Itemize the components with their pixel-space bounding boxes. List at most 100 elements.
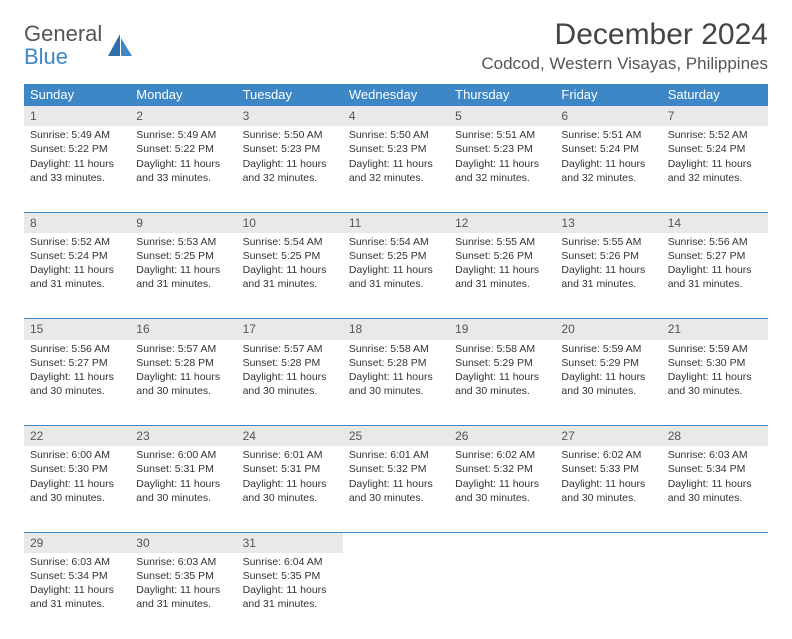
day-number-cell: 21 <box>662 319 768 340</box>
daylight-text: Daylight: 11 hours <box>243 157 337 171</box>
sunrise-text: Sunrise: 6:04 AM <box>243 555 337 569</box>
day-body-cell: Sunrise: 6:00 AMSunset: 5:31 PMDaylight:… <box>130 446 236 532</box>
daylight-text: and 30 minutes. <box>349 491 443 505</box>
weekday-header-row: Sunday Monday Tuesday Wednesday Thursday… <box>24 84 768 106</box>
daylight-text: Daylight: 11 hours <box>455 477 549 491</box>
day-body-cell: Sunrise: 5:49 AMSunset: 5:22 PMDaylight:… <box>130 126 236 212</box>
day-number-cell: 5 <box>449 106 555 127</box>
location-subtitle: Codcod, Western Visayas, Philippines <box>481 54 768 74</box>
day-number-cell: 29 <box>24 532 130 553</box>
sunset-text: Sunset: 5:33 PM <box>561 462 655 476</box>
day-number-row: 1234567 <box>24 106 768 127</box>
sunset-text: Sunset: 5:29 PM <box>455 356 549 370</box>
day-number-cell <box>343 532 449 553</box>
daylight-text: Daylight: 11 hours <box>243 477 337 491</box>
daylight-text: Daylight: 11 hours <box>136 157 230 171</box>
brand-line1: General <box>24 21 102 46</box>
sunrise-text: Sunrise: 6:00 AM <box>136 448 230 462</box>
daylight-text: Daylight: 11 hours <box>455 263 549 277</box>
sunset-text: Sunset: 5:34 PM <box>668 462 762 476</box>
sunset-text: Sunset: 5:26 PM <box>455 249 549 263</box>
day-body-cell: Sunrise: 6:03 AMSunset: 5:34 PMDaylight:… <box>24 553 130 639</box>
day-body-cell: Sunrise: 5:52 AMSunset: 5:24 PMDaylight:… <box>662 126 768 212</box>
day-body-cell: Sunrise: 5:56 AMSunset: 5:27 PMDaylight:… <box>24 340 130 426</box>
day-body-cell: Sunrise: 6:01 AMSunset: 5:31 PMDaylight:… <box>237 446 343 532</box>
sunrise-text: Sunrise: 5:55 AM <box>561 235 655 249</box>
day-body-cell: Sunrise: 5:50 AMSunset: 5:23 PMDaylight:… <box>237 126 343 212</box>
day-number-cell: 11 <box>343 212 449 233</box>
daylight-text: Daylight: 11 hours <box>136 263 230 277</box>
daylight-text: and 30 minutes. <box>455 491 549 505</box>
daylight-text: and 30 minutes. <box>668 491 762 505</box>
sunset-text: Sunset: 5:28 PM <box>349 356 443 370</box>
sunrise-text: Sunrise: 5:51 AM <box>455 128 549 142</box>
day-number-row: 293031 <box>24 532 768 553</box>
day-body-cell: Sunrise: 5:50 AMSunset: 5:23 PMDaylight:… <box>343 126 449 212</box>
sunset-text: Sunset: 5:25 PM <box>243 249 337 263</box>
daylight-text: Daylight: 11 hours <box>668 157 762 171</box>
day-number-row: 15161718192021 <box>24 319 768 340</box>
sunset-text: Sunset: 5:35 PM <box>136 569 230 583</box>
sunrise-text: Sunrise: 5:51 AM <box>561 128 655 142</box>
sunset-text: Sunset: 5:28 PM <box>243 356 337 370</box>
sunset-text: Sunset: 5:31 PM <box>243 462 337 476</box>
sail-icon <box>106 32 134 58</box>
sunrise-text: Sunrise: 5:54 AM <box>243 235 337 249</box>
day-number-cell: 23 <box>130 426 236 447</box>
day-body-cell: Sunrise: 5:57 AMSunset: 5:28 PMDaylight:… <box>130 340 236 426</box>
daylight-text: and 31 minutes. <box>243 277 337 291</box>
sunrise-text: Sunrise: 6:01 AM <box>243 448 337 462</box>
weekday-header: Friday <box>555 84 661 106</box>
sunset-text: Sunset: 5:35 PM <box>243 569 337 583</box>
day-body-cell: Sunrise: 5:57 AMSunset: 5:28 PMDaylight:… <box>237 340 343 426</box>
daylight-text: Daylight: 11 hours <box>561 263 655 277</box>
daylight-text: and 33 minutes. <box>30 171 124 185</box>
sunset-text: Sunset: 5:30 PM <box>30 462 124 476</box>
day-number-cell: 10 <box>237 212 343 233</box>
day-number-cell: 19 <box>449 319 555 340</box>
sunrise-text: Sunrise: 5:57 AM <box>136 342 230 356</box>
daylight-text: and 31 minutes. <box>136 597 230 611</box>
daylight-text: and 30 minutes. <box>349 384 443 398</box>
day-number-row: 22232425262728 <box>24 426 768 447</box>
daylight-text: Daylight: 11 hours <box>30 263 124 277</box>
sunset-text: Sunset: 5:25 PM <box>349 249 443 263</box>
daylight-text: and 31 minutes. <box>30 597 124 611</box>
daylight-text: Daylight: 11 hours <box>243 263 337 277</box>
day-body-cell <box>449 553 555 639</box>
sunset-text: Sunset: 5:24 PM <box>30 249 124 263</box>
daylight-text: Daylight: 11 hours <box>668 370 762 384</box>
daylight-text: and 31 minutes. <box>243 597 337 611</box>
day-number-cell: 7 <box>662 106 768 127</box>
day-body-cell: Sunrise: 5:55 AMSunset: 5:26 PMDaylight:… <box>555 233 661 319</box>
daylight-text: Daylight: 11 hours <box>136 370 230 384</box>
sunrise-text: Sunrise: 5:52 AM <box>30 235 124 249</box>
sunrise-text: Sunrise: 6:03 AM <box>136 555 230 569</box>
day-number-cell: 25 <box>343 426 449 447</box>
day-number-cell <box>662 532 768 553</box>
day-number-cell: 24 <box>237 426 343 447</box>
sunrise-text: Sunrise: 5:59 AM <box>668 342 762 356</box>
day-body-cell: Sunrise: 5:55 AMSunset: 5:26 PMDaylight:… <box>449 233 555 319</box>
sunrise-text: Sunrise: 6:03 AM <box>30 555 124 569</box>
daylight-text: and 30 minutes. <box>455 384 549 398</box>
day-number-cell: 12 <box>449 212 555 233</box>
sunrise-text: Sunrise: 5:49 AM <box>30 128 124 142</box>
weekday-header: Sunday <box>24 84 130 106</box>
day-number-cell: 8 <box>24 212 130 233</box>
daylight-text: and 32 minutes. <box>455 171 549 185</box>
daylight-text: and 30 minutes. <box>30 491 124 505</box>
day-body-row: Sunrise: 5:49 AMSunset: 5:22 PMDaylight:… <box>24 126 768 212</box>
sunset-text: Sunset: 5:22 PM <box>136 142 230 156</box>
day-number-cell: 13 <box>555 212 661 233</box>
sunrise-text: Sunrise: 5:55 AM <box>455 235 549 249</box>
sunset-text: Sunset: 5:29 PM <box>561 356 655 370</box>
daylight-text: Daylight: 11 hours <box>136 583 230 597</box>
sunset-text: Sunset: 5:32 PM <box>349 462 443 476</box>
sunrise-text: Sunrise: 5:58 AM <box>455 342 549 356</box>
page-title: December 2024 <box>481 18 768 52</box>
daylight-text: and 30 minutes. <box>243 491 337 505</box>
daylight-text: Daylight: 11 hours <box>349 477 443 491</box>
daylight-text: Daylight: 11 hours <box>668 263 762 277</box>
daylight-text: Daylight: 11 hours <box>349 263 443 277</box>
